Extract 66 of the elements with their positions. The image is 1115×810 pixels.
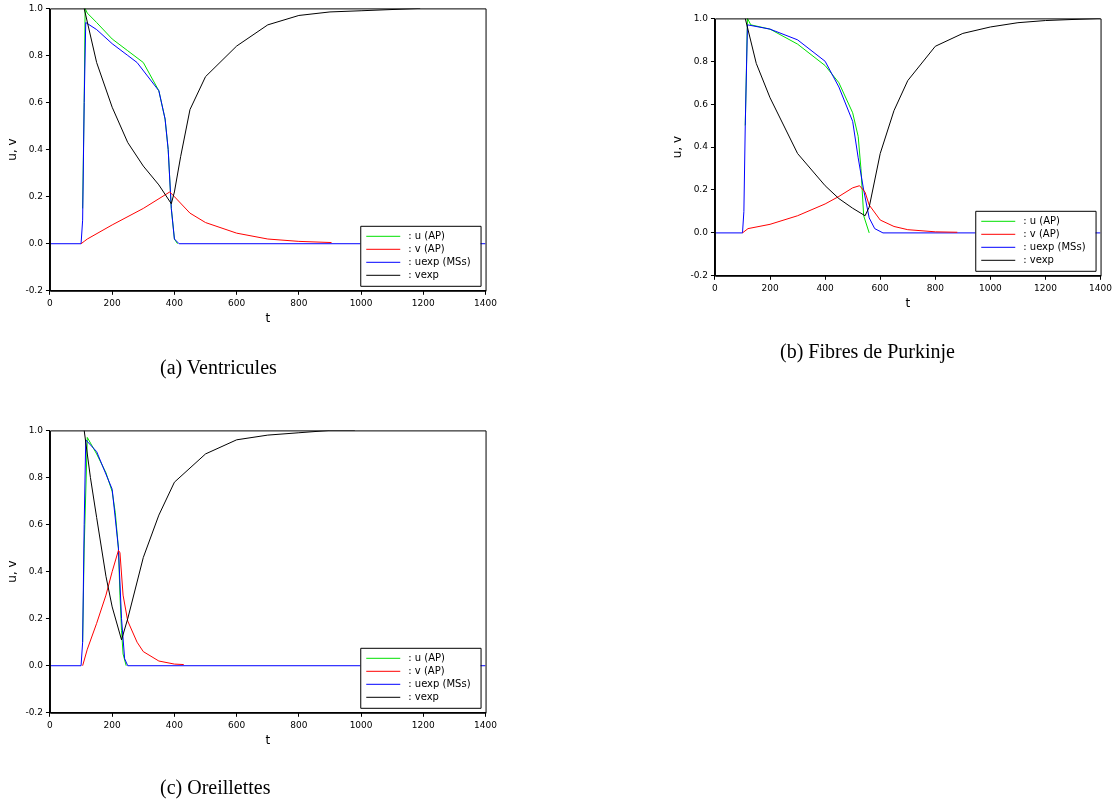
legend-label: : u (AP) — [408, 651, 446, 663]
x-tick-label: 0 — [712, 282, 719, 293]
y-tick-label: 0.2 — [28, 191, 43, 202]
y-axis-title: u, v — [5, 560, 20, 583]
x-tick-label: 1000 — [978, 282, 1003, 293]
x-tick-label: 400 — [165, 297, 184, 308]
x-tick-label: 600 — [228, 297, 246, 308]
y-tick-label: 1.0 — [28, 424, 44, 435]
text: (a) Ventricules — [160, 356, 277, 379]
legend-label: : vexp — [408, 690, 439, 702]
x-axis-title: t — [265, 732, 271, 747]
text: (c) Oreillettes — [160, 776, 271, 799]
y-tick-label: 1.0 — [28, 2, 44, 13]
x-tick-label: 1200 — [411, 297, 436, 308]
y-tick-label: 0.6 — [693, 98, 709, 109]
legend-label: : u (AP) — [408, 229, 446, 241]
y-tick-label: 0.0 — [693, 227, 709, 238]
x-tick-label: 200 — [103, 297, 122, 308]
y-tick-label: 0.8 — [693, 55, 709, 66]
x-tick-label: 200 — [103, 719, 122, 730]
y-tick-label: 0.0 — [28, 238, 44, 249]
x-tick-label: 1000 — [349, 297, 373, 308]
y-tick-label: 0.2 — [28, 613, 43, 624]
legend-label: : v (AP) — [408, 242, 445, 254]
legend-label: : v (AP) — [1023, 227, 1060, 239]
y-axis-title: u, v — [5, 138, 20, 161]
x-tick-label: 400 — [165, 719, 184, 730]
y-tick-label: 0.0 — [28, 660, 44, 671]
legend-label: : u (AP) — [1023, 214, 1061, 226]
x-tick-label: 1200 — [1034, 282, 1058, 293]
x-tick-label: 800 — [290, 297, 308, 308]
text: (b) Fibres de Purkinje — [780, 340, 955, 363]
y-tick-label: 1.0 — [693, 12, 709, 23]
y-axis-title: u, v — [670, 135, 685, 159]
x-tick-label: 800 — [926, 282, 945, 293]
x-tick-label: 1200 — [411, 719, 436, 730]
legend-label: : vexp — [1023, 253, 1054, 265]
x-tick-label: 0 — [47, 297, 54, 308]
y-tick-label: 0.4 — [28, 143, 44, 154]
x-axis-title: t — [905, 295, 911, 310]
x-tick-label: 1400 — [1089, 282, 1113, 293]
legend-label: : uexp (MSs) — [408, 255, 471, 267]
x-tick-label: 600 — [228, 719, 246, 730]
y-tick-label: 0.4 — [28, 565, 44, 576]
legend-label: : v (AP) — [408, 664, 445, 676]
x-tick-label: 1000 — [349, 719, 373, 730]
x-axis-title: t — [265, 310, 271, 325]
x-tick-label: 0 — [47, 719, 54, 730]
x-tick-label: 1400 — [474, 297, 498, 308]
y-tick-label: -0.2 — [690, 270, 708, 281]
y-tick-label: 0.2 — [693, 184, 708, 195]
y-tick-label: 0.8 — [28, 471, 44, 482]
y-tick-label: 0.4 — [693, 141, 709, 152]
y-tick-label: 0.6 — [28, 96, 44, 107]
x-tick-label: 600 — [871, 282, 890, 293]
legend-label: : vexp — [408, 268, 439, 280]
y-tick-label: -0.2 — [25, 707, 43, 718]
y-tick-label: 0.6 — [28, 518, 44, 529]
y-tick-label: -0.2 — [25, 285, 43, 296]
x-tick-label: 1400 — [474, 719, 498, 730]
legend-label: : uexp (MSs) — [408, 677, 471, 689]
x-tick-label: 800 — [290, 719, 308, 730]
legend-label: : uexp (MSs) — [1023, 240, 1086, 252]
x-tick-label: 400 — [816, 282, 834, 293]
y-tick-label: 0.8 — [28, 49, 44, 60]
x-tick-label: 200 — [761, 282, 779, 293]
